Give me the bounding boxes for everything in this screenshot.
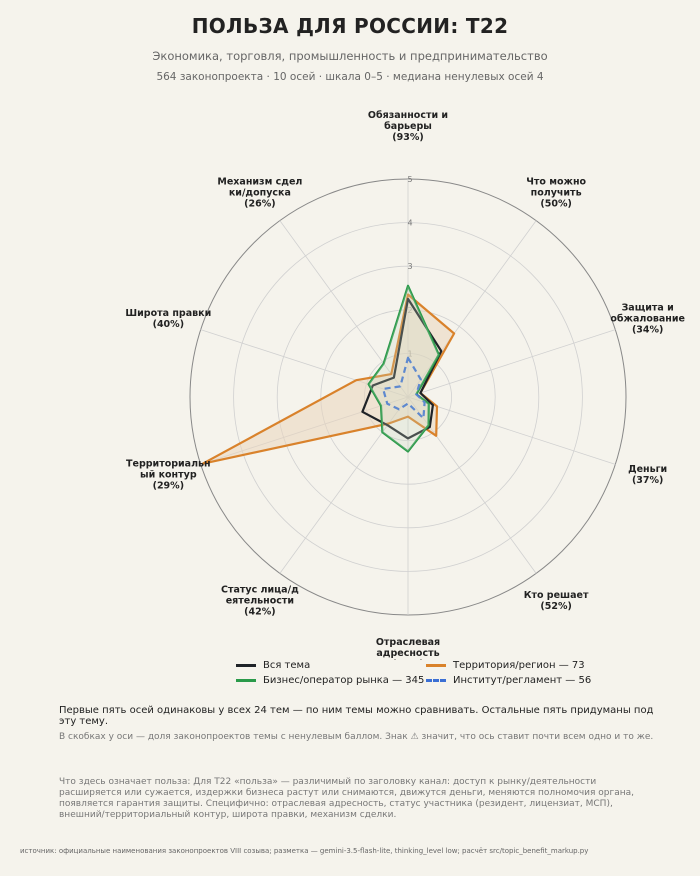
axis-label: Кто решает (52%)	[524, 590, 589, 612]
axis-label-line: (26%)	[244, 199, 275, 210]
series-all-line	[361, 297, 443, 440]
axis-label: Статус лица/д еятельности (42%)	[221, 584, 299, 617]
axis-label: Механизм сдел ки/допуска (26%)	[217, 177, 302, 210]
axis-label-line: обжалование	[610, 314, 685, 325]
tick-label: 5	[407, 175, 412, 184]
legend-label-business: Бизнес/оператор рынка — 345	[263, 675, 425, 686]
axis-label: Территориальн ый контур (29%)	[126, 458, 211, 491]
axis-label-line: барьеры	[384, 121, 432, 132]
tick-label: 3	[407, 262, 412, 271]
axis-label-line: Механизм сдел	[217, 177, 302, 188]
axis-label-line: Широта правки	[125, 308, 211, 319]
axis-label-line: Территориальн	[126, 458, 211, 469]
axis-spoke	[279, 396, 409, 574]
legend-label-all: Вся тема	[263, 660, 311, 671]
axis-label: Широта правки (40%)	[125, 308, 211, 330]
axis-label-line: Отраслевая	[376, 637, 440, 648]
axis-label-line: Защита и	[622, 303, 674, 314]
legend-label-institute: Институт/регламент — 56	[453, 675, 592, 686]
axis-label-line: Деньги	[628, 464, 667, 475]
axis-label-line: ый контур	[140, 469, 197, 480]
axis-label-line: ки/допуска	[229, 188, 291, 199]
axis-label-line: (93%)	[392, 132, 423, 143]
legend-item-all: Вся тема	[236, 660, 426, 671]
legend-swatch-business	[236, 679, 256, 682]
legend: Вся тема Территория/регион — 73 Бизнес/о…	[236, 660, 616, 686]
legend-item-institute: Институт/регламент — 56	[426, 675, 616, 686]
series-business-line	[367, 284, 440, 453]
axis-spoke	[407, 396, 616, 465]
axis-label-line: еятельности	[226, 595, 294, 606]
axis-label-line: получить	[531, 188, 582, 199]
axis-label-line: (29%)	[153, 480, 184, 491]
axis-label-line: (52%)	[540, 601, 571, 612]
meaning-note: Что здесь означает польза: Для Т22 «поль…	[59, 777, 634, 820]
axis-label-line: (37%)	[392, 659, 423, 660]
axis-label-line: (42%)	[244, 606, 275, 617]
axis-label-line: (50%)	[540, 199, 571, 210]
page-title: ПОЛЬЗА ДЛЯ РОССИИ: Т22	[191, 14, 509, 38]
axis-label-line: Обязанности и	[368, 110, 448, 121]
axis-spoke	[279, 220, 409, 398]
axis-label-line: (37%)	[632, 475, 663, 486]
comparison-note: Первые пять осей одинаковы у всех 24 тем…	[59, 705, 654, 727]
axis-label-line: Статус лица/д	[221, 584, 299, 595]
series-institute-line	[382, 356, 426, 420]
axis-label-line: (34%)	[632, 325, 663, 336]
legend-swatch-all	[236, 664, 256, 667]
legend-item-business: Бизнес/оператор рынка — 345	[236, 675, 426, 686]
tick-label: 4	[407, 219, 412, 228]
axis-label-line: Что можно	[526, 177, 586, 188]
axis-label-line: (40%)	[153, 319, 184, 330]
legend-label-territory: Территория/регион — 73	[453, 660, 585, 671]
brackets-note: В скобках у оси — доля законопроектов те…	[59, 732, 654, 742]
series-business-area	[368, 285, 439, 452]
axis-label-line: адресность	[376, 648, 439, 659]
series-territory-line	[201, 293, 456, 465]
chart-meta: 564 законопроекта · 10 осей · шкала 0–5 …	[156, 71, 544, 83]
source-note: источник: официальные наименования закон…	[20, 847, 589, 855]
axis-spoke	[407, 329, 616, 398]
legend-item-territory: Территория/регион — 73	[426, 660, 616, 671]
axis-label: Защита и обжалование (34%)	[610, 303, 685, 336]
axis-label: Обязанности и барьеры (93%)	[368, 110, 448, 143]
page-subtitle: Экономика, торговля, промышленность и пр…	[152, 49, 548, 63]
legend-swatch-institute	[426, 679, 446, 682]
axis-label-line: Кто решает	[524, 590, 589, 601]
axis-label: Что можно получить (50%)	[526, 177, 586, 210]
legend-swatch-territory	[426, 664, 446, 667]
axis-label: Деньги (37%)	[628, 464, 667, 486]
